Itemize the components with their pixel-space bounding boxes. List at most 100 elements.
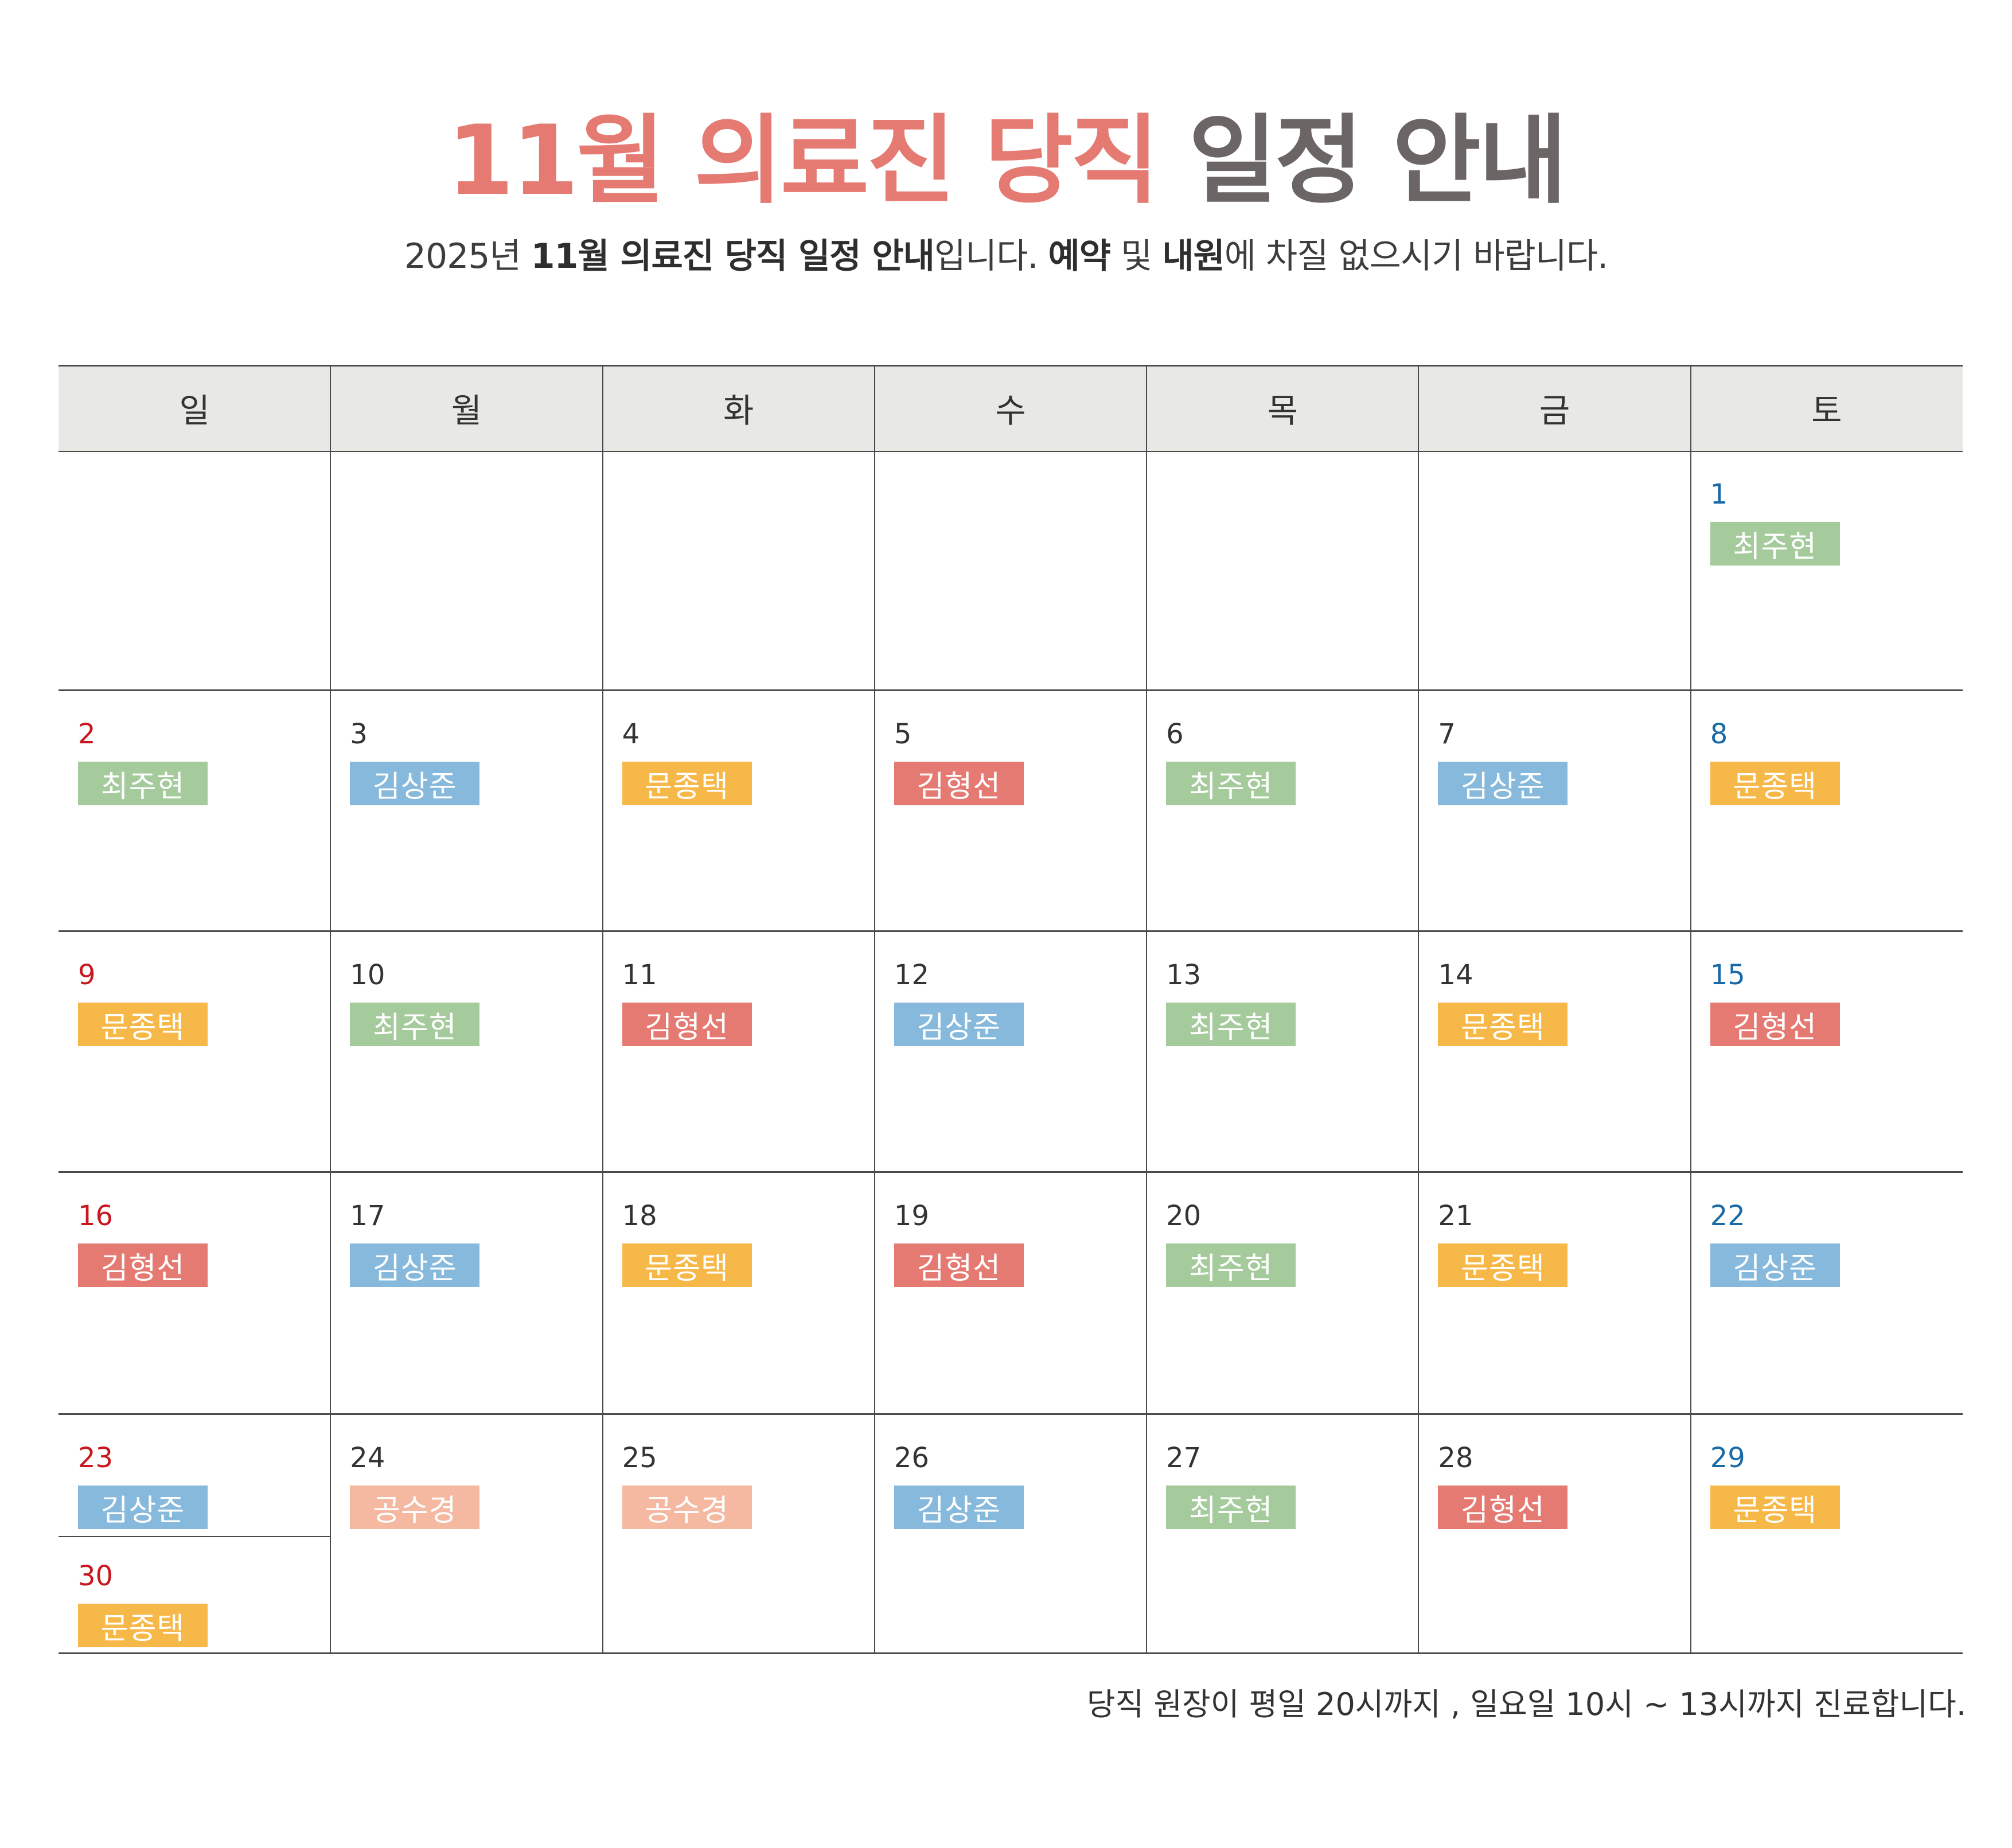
day-cell: 3 김상준 (330, 691, 602, 931)
day-number: 9 (78, 959, 96, 991)
subtitle-text: 입니다. (934, 236, 1048, 276)
day-number: 5 (894, 718, 912, 750)
doctor-tag: 김형선 (622, 1003, 752, 1046)
day-cell (875, 451, 1147, 691)
subtitle-emphasis: 예약 (1048, 236, 1111, 276)
day-cell (603, 451, 875, 691)
doctor-tag: 문종택 (1710, 762, 1840, 805)
day-number: 7 (1438, 718, 1456, 750)
day-number: 21 (1438, 1200, 1473, 1232)
grid-line (1418, 365, 1419, 1654)
day-number: 26 (894, 1442, 929, 1474)
grid-line (1690, 365, 1691, 1654)
grid-line (59, 689, 1963, 691)
day-number: 15 (1710, 959, 1745, 991)
grid-line (330, 365, 331, 1654)
day-cell (1418, 451, 1690, 691)
day-number: 20 (1166, 1200, 1202, 1232)
doctor-tag: 김형선 (1710, 1003, 1840, 1046)
doctor-tag: 김형선 (894, 1243, 1024, 1287)
doctor-tag: 김상준 (1438, 762, 1568, 805)
day-number: 4 (622, 718, 640, 750)
doctor-tag: 김형선 (1438, 1486, 1568, 1529)
day-cell: 6 최주현 (1147, 691, 1418, 931)
day-number: 10 (350, 959, 385, 991)
day-cell (1147, 451, 1418, 691)
day-cell: 13 최주현 (1147, 931, 1418, 1172)
doctor-tag: 문종택 (1438, 1243, 1568, 1287)
day-cell: 5 김형선 (875, 691, 1147, 931)
subtitle-emphasis: 11월 의료진 당직 일정 안내 (531, 236, 935, 276)
doctor-tag: 최주현 (1710, 522, 1840, 566)
day-cell: 1 최주현 (1691, 451, 1963, 691)
day-cell: 22 김상준 (1691, 1172, 1963, 1414)
day-cell: 25 공수경 (603, 1414, 875, 1654)
weekday-header: 토 (1690, 365, 1963, 451)
day-number: 3 (350, 718, 368, 750)
doctor-tag: 김상준 (894, 1003, 1024, 1046)
page-title: 11월 의료진 당직 일정 안내 (0, 103, 2012, 218)
subtitle-text: 및 (1110, 236, 1163, 276)
grid-line (59, 1652, 1963, 1654)
day-number: 18 (622, 1200, 657, 1232)
day-number: 11 (622, 959, 657, 991)
day-cell (330, 451, 602, 691)
day-cell: 19 김형선 (875, 1172, 1147, 1414)
day-cell: 10 최주현 (330, 931, 602, 1172)
doctor-tag: 문종택 (78, 1003, 208, 1046)
day-cell: 4 문종택 (603, 691, 875, 931)
doctor-tag: 문종택 (622, 1243, 752, 1287)
day-number: 6 (1166, 718, 1184, 750)
day-cell: 15 김형선 (1691, 931, 1963, 1172)
day-number: 12 (894, 959, 929, 991)
day-cell: 24 공수경 (330, 1414, 602, 1654)
calendar-grid: 일 월 화 수 목 금 토 1 최주현 2 최주현 3 김상준 4 문종택 5 김형선 6 최주현 7 김상준 8 문종택 9… (59, 365, 1963, 1654)
day-number: 2 (78, 718, 96, 750)
doctor-tag: 김상준 (1710, 1243, 1840, 1287)
day-number: 22 (1710, 1200, 1745, 1232)
doctor-tag: 최주현 (1166, 1003, 1296, 1046)
day-cell: 8 문종택 (1691, 691, 1963, 931)
doctor-tag: 최주현 (1166, 1486, 1296, 1529)
day-number: 16 (78, 1200, 114, 1232)
day-cell: 11 김형선 (603, 931, 875, 1172)
day-number: 17 (350, 1200, 385, 1232)
doctor-tag: 문종택 (78, 1604, 208, 1647)
grid-line (59, 365, 1963, 367)
day-cell: 20 최주현 (1147, 1172, 1418, 1414)
day-number: 29 (1710, 1442, 1745, 1474)
doctor-tag: 최주현 (1166, 762, 1296, 805)
weekday-header: 목 (1147, 365, 1419, 451)
doctor-tag: 문종택 (622, 762, 752, 805)
day-cell: 29 문종택 (1691, 1414, 1963, 1654)
day-number: 27 (1166, 1442, 1202, 1474)
day-number: 14 (1438, 959, 1473, 991)
cell-divider (59, 1536, 331, 1537)
day-number: 25 (622, 1442, 657, 1474)
day-cell: 26 김상준 (875, 1414, 1147, 1654)
weekday-header: 수 (874, 365, 1147, 451)
grid-line (59, 451, 1963, 452)
grid-line (1146, 365, 1147, 1654)
doctor-tag: 공수경 (622, 1486, 752, 1529)
grid-line (874, 365, 875, 1654)
footer-note: 당직 원장이 평일 20시까지 , 일요일 10시 ~ 13시까지 진료합니다. (1086, 1686, 1966, 1722)
doctor-tag: 최주현 (350, 1003, 480, 1046)
day-cell: 16 김형선 (59, 1172, 330, 1414)
doctor-tag: 최주현 (1166, 1243, 1296, 1287)
doctor-tag: 김상준 (350, 762, 480, 805)
title-accent: 11월 의료진 당직 (447, 104, 1159, 217)
weekday-header: 금 (1418, 365, 1691, 451)
grid-line (59, 1171, 1963, 1173)
subtitle-text: 에 차질 없으시기 바랍니다. (1224, 236, 1608, 276)
day-cell: 18 문종택 (603, 1172, 875, 1414)
doctor-tag: 김형선 (78, 1243, 208, 1287)
weekday-header: 화 (602, 365, 875, 451)
doctor-tag: 김상준 (78, 1486, 208, 1529)
doctor-tag: 김상준 (350, 1243, 480, 1287)
doctor-tag: 문종택 (1710, 1486, 1840, 1529)
grid-line (602, 365, 603, 1654)
day-number: 28 (1438, 1442, 1473, 1474)
day-cell: 21 문종택 (1418, 1172, 1690, 1414)
title-rest: 일정 안내 (1188, 104, 1568, 217)
